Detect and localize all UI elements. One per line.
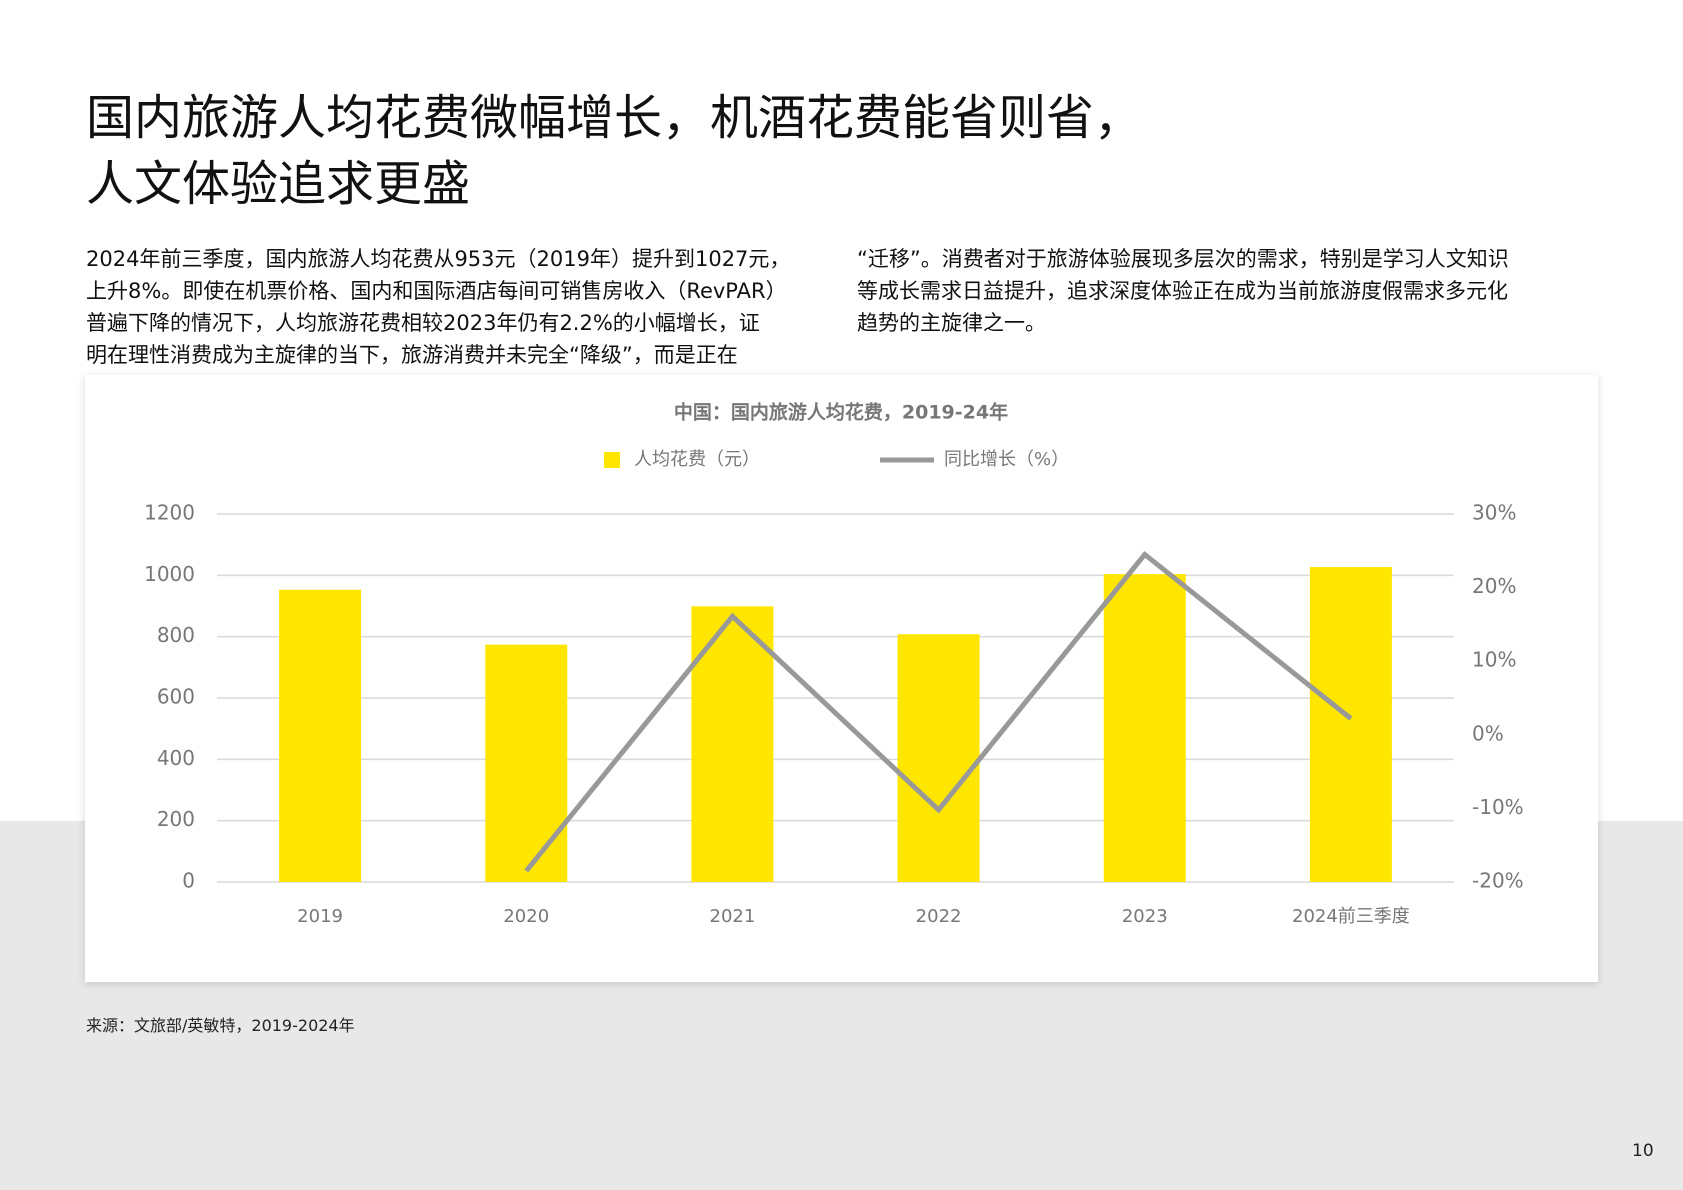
page-title: 国内旅游人均花费微幅增长，机酒花费能省则省， xyxy=(86,90,1143,146)
bar xyxy=(1309,567,1392,882)
paragraph-line: 2024年前三季度，国内旅游人均花费从953元（2019年）提升到1027元， xyxy=(86,247,791,271)
y-tick-label: 1200 xyxy=(144,501,195,525)
bar xyxy=(279,589,362,882)
bar xyxy=(691,606,774,882)
y-tick-label: 800 xyxy=(157,623,195,647)
y-tick-label: 1000 xyxy=(144,562,195,586)
x-tick-label: 2019 xyxy=(297,906,343,927)
paragraph-line: 等成长需求日益提升，追求深度体验正在成为当前旅游度假需求多元化 xyxy=(857,279,1508,303)
legend-swatch xyxy=(604,452,620,468)
paragraph-line: 明在理性消费成为主旋律的当下，旅游消费并未完全“降级”，而是正在 xyxy=(86,343,738,367)
bar xyxy=(485,644,568,882)
y2-tick-label: 20% xyxy=(1472,574,1516,598)
y-tick-label: 600 xyxy=(157,685,195,709)
bar xyxy=(1103,574,1186,882)
y2-tick-label: 0% xyxy=(1472,721,1504,745)
line xyxy=(524,550,1353,873)
y2-tick-label: -20% xyxy=(1472,869,1524,893)
y-tick-label: 400 xyxy=(157,746,195,770)
x-tick-label: 2020 xyxy=(503,906,549,927)
paragraph-line: 趋势的主旋律之一。 xyxy=(857,311,1046,335)
chart-title: 中国：国内旅游人均花费，2019-24年 xyxy=(674,401,1008,424)
page-title: 人文体验追求更盛 xyxy=(86,156,471,212)
legend-label: 人均花费（元） xyxy=(634,449,760,470)
legend-label: 同比增长（%） xyxy=(944,449,1069,470)
x-tick-label: 2023 xyxy=(1122,906,1168,927)
y2-tick-label: -10% xyxy=(1472,795,1524,819)
x-tick-label: 2021 xyxy=(710,906,756,927)
paragraph-line: “迁移”。消费者对于旅游体验展现多层次的需求，特别是学习人文知识 xyxy=(857,247,1509,271)
x-tick-label: 2022 xyxy=(916,906,962,927)
bar xyxy=(897,634,980,882)
source-note: 来源：文旅部/英敏特，2019-2024年 xyxy=(86,1016,355,1035)
paragraph-line: 普遍下降的情况下，人均旅游花费相较2023年仍有2.2%的小幅增长，证 xyxy=(86,311,760,335)
y2-tick-label: 10% xyxy=(1472,648,1516,672)
y-tick-label: 200 xyxy=(157,807,195,831)
page-number: 10 xyxy=(1632,1141,1654,1161)
y2-tick-label: 30% xyxy=(1472,501,1516,525)
y-tick-label: 0 xyxy=(182,869,195,893)
paragraph-line: 上升8%。即使在机票价格、国内和国际酒店每间可销售房收入（RevPAR） xyxy=(86,279,787,303)
x-tick-label: 2024前三季度 xyxy=(1292,906,1410,927)
